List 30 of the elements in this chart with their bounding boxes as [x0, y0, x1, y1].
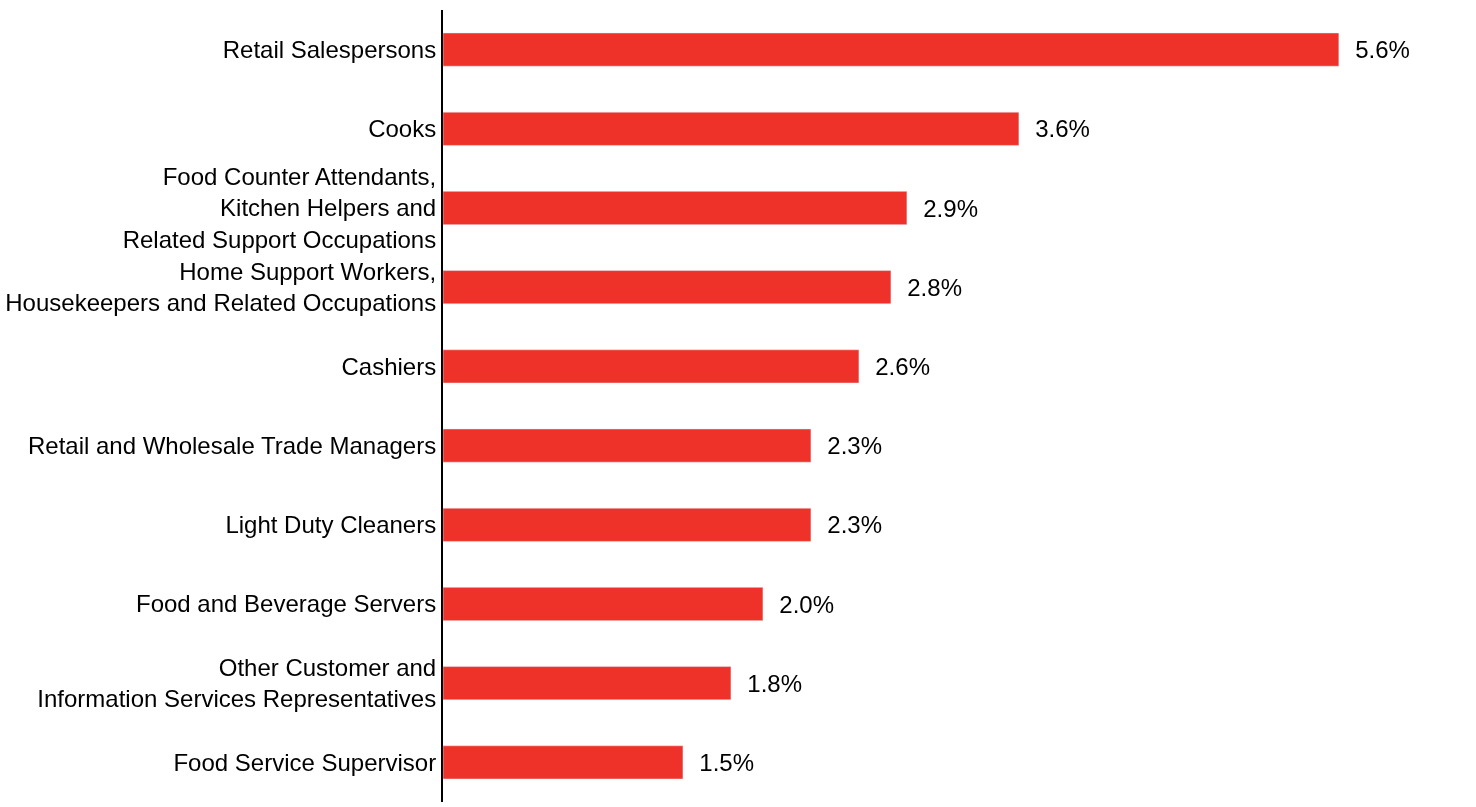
- data-label: 2.3%: [813, 432, 882, 460]
- bar: [443, 270, 892, 305]
- bar: [443, 666, 732, 701]
- bar: [443, 111, 1020, 146]
- data-label: 2.8%: [893, 273, 962, 301]
- y-tick-label: Retail Salespersons: [222, 36, 437, 63]
- bar: [443, 587, 764, 621]
- data-label: 1.5%: [685, 748, 755, 776]
- y-tick-label: Cashiers: [341, 352, 437, 380]
- y-tick-label: Food Counter Attendants, Kitchen Helpers and Related Support Occupations: [122, 163, 437, 253]
- y-tick-label: Cooks: [368, 115, 437, 143]
- bar: [443, 745, 684, 780]
- data-label: 1.8%: [733, 669, 802, 697]
- y-tick-label: Other Customer and Information Services Representatives: [37, 654, 437, 713]
- data-label: 5.6%: [1341, 36, 1410, 64]
- bar: [443, 428, 812, 463]
- bar: [443, 349, 860, 384]
- data-label: 2.6%: [861, 352, 930, 380]
- y-tick-label: Home Support Workers, Housekeepers and Related Occupations: [5, 258, 437, 317]
- bar: [443, 191, 908, 225]
- data-label: 3.6%: [1021, 115, 1090, 143]
- data-label: 2.9%: [909, 194, 978, 222]
- y-tick-label: Light Duty Cleaners: [225, 511, 437, 539]
- data-label: 2.0%: [765, 590, 834, 618]
- y-tick-label: Retail and Wholesale Trade Managers: [27, 432, 437, 459]
- bar: [443, 507, 812, 542]
- bar: [443, 32, 1340, 67]
- data-label: 2.3%: [813, 511, 882, 539]
- y-tick-label: Food Service Supervisor: [173, 748, 437, 776]
- y-tick-label: Food and Beverage Servers: [136, 590, 437, 618]
